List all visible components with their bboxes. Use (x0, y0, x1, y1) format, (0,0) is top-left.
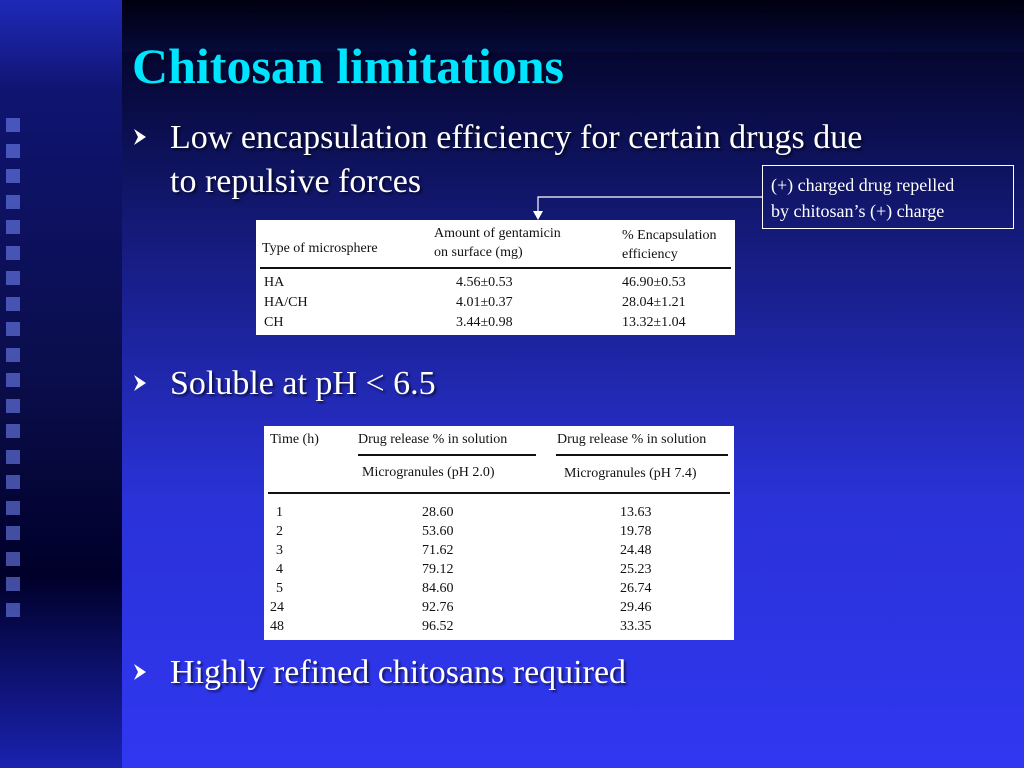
bullet-2-text: Soluble at pH < 6.5 (170, 365, 436, 402)
t1-row1-type: HA (264, 275, 285, 290)
sidebar-decoration (0, 0, 122, 768)
t2-row-time: 5 (276, 581, 283, 596)
t1-header-efficiency-1: % Encapsulation (622, 228, 717, 243)
t1-header-amount-1: Amount of gentamicin (434, 226, 561, 241)
t1-row1-amount: 4.56±0.53 (456, 275, 513, 290)
t2-row-ph2: 53.60 (422, 524, 454, 539)
callout-line-2: by chitosan’s (+) charge (771, 201, 945, 221)
t2-header-time: Time (h) (270, 432, 319, 447)
t2-subheader-rule-2 (556, 454, 728, 456)
t2-row-time: 3 (276, 543, 283, 558)
t2-row-ph2: 79.12 (422, 562, 454, 577)
bullet-arrow-icon (134, 129, 146, 145)
t2-row-time: 48 (270, 619, 284, 634)
t1-row3-type: CH (264, 315, 284, 330)
t1-row1-efficiency: 46.90±0.53 (622, 275, 686, 290)
t2-header-rule (268, 492, 730, 494)
t1-row2-efficiency: 28.04±1.21 (622, 295, 686, 310)
encapsulation-table: Type of microsphere Amount of gentamicin… (256, 220, 735, 335)
t2-row-ph2: 84.60 (422, 581, 454, 596)
top-band (122, 0, 1024, 52)
t2-subheader-rule-1 (358, 454, 536, 456)
drug-release-table: Time (h) Drug release % in solution Drug… (264, 426, 734, 640)
t2-row-ph74: 26.74 (620, 581, 652, 596)
t2-row-ph2: 28.60 (422, 505, 454, 520)
t2-row-time: 1 (276, 505, 283, 520)
t2-row-ph74: 13.63 (620, 505, 652, 520)
bullet-arrow-icon (134, 664, 146, 680)
bullet-arrow-icon (134, 375, 146, 391)
t2-sub-ph74: Microgranules (pH 7.4) (564, 466, 697, 481)
t2-row-ph74: 29.46 (620, 600, 652, 615)
t2-row-time: 2 (276, 524, 283, 539)
t1-row3-amount: 3.44±0.98 (456, 315, 513, 330)
t1-row2-type: HA/CH (264, 295, 308, 310)
t2-row-ph74: 24.48 (620, 543, 652, 558)
t1-header-type: Type of microsphere (262, 241, 378, 256)
t2-row-ph74: 19.78 (620, 524, 652, 539)
bullet-1-line-1: Low encapsulation efficiency for certain… (170, 119, 863, 156)
t2-row-time: 24 (270, 600, 284, 615)
callout-box: (+) charged drug repelled by chitosan’s … (762, 165, 1014, 229)
t1-row2-amount: 4.01±0.37 (456, 295, 513, 310)
t2-row-ph2: 71.62 (422, 543, 454, 558)
t2-header-release-ph74: Drug release % in solution (557, 432, 707, 447)
t2-row-ph74: 33.35 (620, 619, 652, 634)
decorative-squares (6, 118, 28, 628)
bullet-3-text: Highly refined chitosans required (170, 654, 627, 691)
t2-row-time: 4 (276, 562, 283, 577)
t1-header-amount-2: on surface (mg) (434, 245, 523, 260)
t2-header-release-ph2: Drug release % in solution (358, 432, 508, 447)
t2-sub-ph2: Microgranules (pH 2.0) (362, 465, 495, 480)
t2-row-ph2: 96.52 (422, 619, 454, 634)
t1-header-efficiency-2: efficiency (622, 247, 678, 262)
t1-header-rule (260, 267, 731, 269)
callout-line-1: (+) charged drug repelled (771, 175, 955, 195)
t1-row3-efficiency: 13.32±1.04 (622, 315, 686, 330)
t2-row-ph74: 25.23 (620, 562, 652, 577)
bullet-1-line-2: to repulsive forces (170, 163, 422, 200)
slide-title: Chitosan limitations (132, 38, 565, 94)
t2-row-ph2: 92.76 (422, 600, 454, 615)
